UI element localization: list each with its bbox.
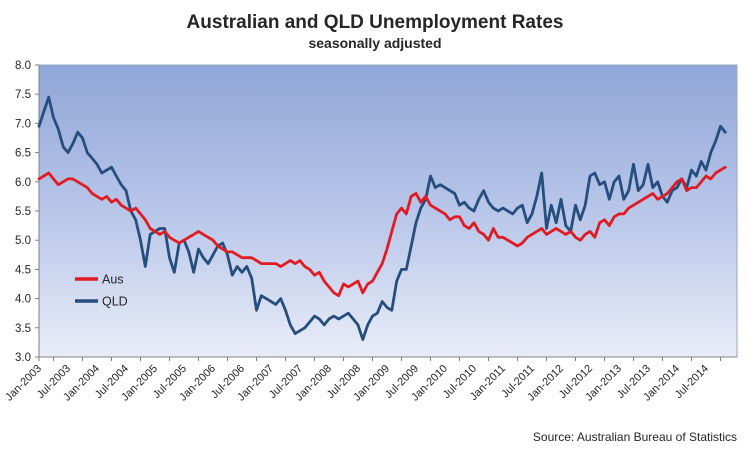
qld-legend-label: QLD: [102, 295, 128, 309]
y-tick-label: 5.0: [15, 235, 31, 247]
y-tick-label: 6.5: [15, 148, 31, 160]
qld-series-line: [37, 95, 727, 341]
y-tick-label: 8.0: [15, 60, 31, 72]
y-tick-label: 4.0: [15, 294, 31, 306]
plot-area: [38, 64, 738, 358]
x-axis: Jan-2003Jul-2003Jan-2004Jul-2004Jan-2005…: [3, 356, 737, 404]
source-note: Source: Australian Bureau of Statistics: [533, 430, 737, 444]
chart-title: Australian and QLD Unemployment Rates: [187, 12, 564, 33]
legend: Aus QLD: [75, 273, 128, 309]
y-tick-label: 7.5: [15, 89, 31, 101]
y-tick-label: 3.5: [15, 323, 31, 335]
x-tick-label: Jan-2003: [3, 363, 44, 404]
y-axis: 3.0 3.5 4.0 4.5 5.0 5.5 6.0 6.5 7.0 7.5 8.0: [15, 60, 40, 364]
aus-series-line: [37, 165, 727, 298]
y-tick-label: 5.5: [15, 206, 31, 218]
y-tick-label: 7.0: [15, 118, 31, 130]
y-tick-label: 3.0: [15, 352, 31, 364]
aus-legend-label: Aus: [102, 273, 124, 287]
chart-subtitle: seasonally adjusted: [308, 35, 441, 51]
y-tick-label: 4.5: [15, 264, 31, 276]
y-tick-label: 6.0: [15, 177, 31, 189]
